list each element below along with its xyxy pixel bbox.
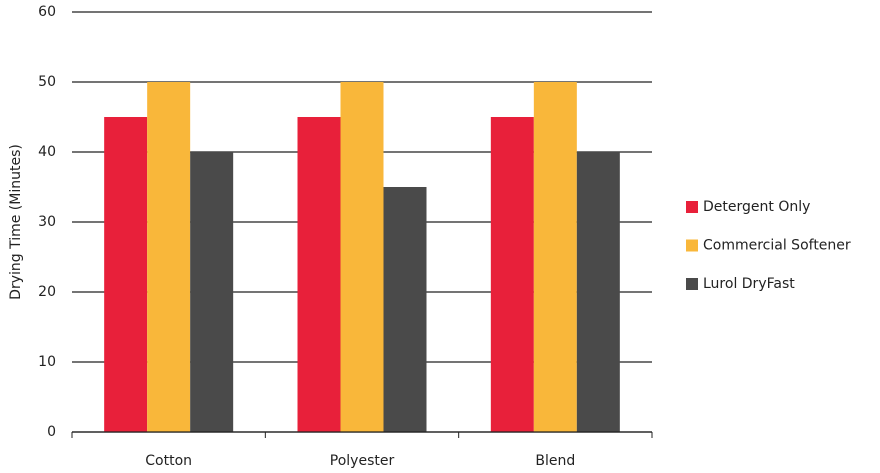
y-tick-label: 50 xyxy=(38,74,56,90)
bar xyxy=(147,82,191,432)
legend-label: Detergent Only xyxy=(703,199,810,215)
x-tick-label: Polyester xyxy=(330,453,395,469)
bar xyxy=(383,187,427,432)
bar xyxy=(340,82,384,432)
legend-label: Lurol DryFast xyxy=(703,276,795,292)
bar xyxy=(490,117,534,432)
bar xyxy=(533,82,577,432)
x-tick-label: Cotton xyxy=(145,453,192,469)
bar xyxy=(190,152,234,432)
legend-swatch xyxy=(686,239,698,252)
y-tick-label: 0 xyxy=(47,424,56,440)
legend-swatch xyxy=(686,201,698,213)
legend-swatch xyxy=(686,278,698,290)
bar xyxy=(104,117,148,432)
y-axis-label: Drying Time (Minutes) xyxy=(8,144,24,300)
y-tick-label: 30 xyxy=(38,214,56,230)
y-tick-label: 60 xyxy=(38,4,56,20)
bar xyxy=(297,117,341,432)
legend-label: Commercial Softener xyxy=(703,238,851,254)
x-tick-label: Blend xyxy=(535,453,575,469)
y-tick-label: 10 xyxy=(38,354,56,370)
y-tick-label: 20 xyxy=(38,284,56,300)
bar xyxy=(576,152,620,432)
y-tick-label: 40 xyxy=(38,144,56,160)
